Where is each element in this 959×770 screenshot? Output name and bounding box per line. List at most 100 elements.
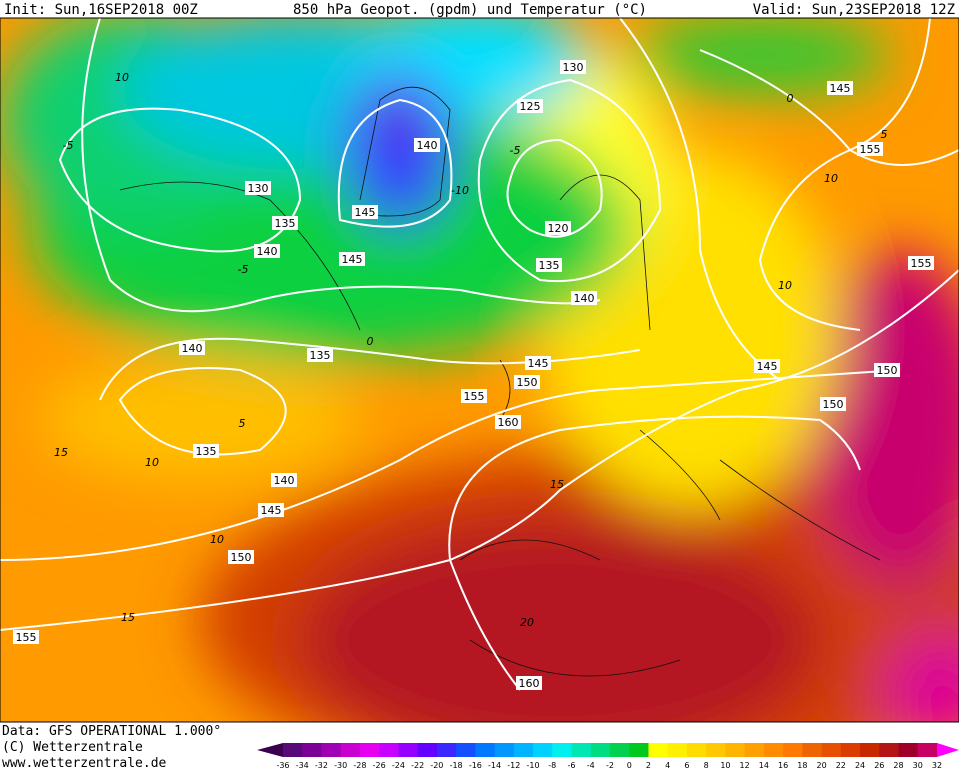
- contour-label-box: [495, 415, 521, 429]
- website: www.wetterzentrale.de: [2, 756, 167, 770]
- colorbar-swatch: [879, 743, 900, 757]
- colorbar-swatch: [571, 743, 592, 757]
- contour-label-box: [536, 258, 562, 272]
- contour-label-box: [516, 676, 542, 690]
- colorbar-swatch: [359, 743, 380, 757]
- map-frame: [0, 17, 959, 723]
- geopotential-label: 145: [830, 82, 851, 95]
- contour-label-box: [908, 256, 934, 270]
- colorbar-swatch: [302, 743, 322, 757]
- geopotential-label: 140: [257, 245, 278, 258]
- temperature-label: 10: [210, 533, 224, 546]
- colorbar-swatch: [917, 743, 938, 757]
- colorbar-label: -28: [353, 761, 366, 770]
- colorbar-label: -16: [469, 761, 482, 770]
- geopotential-label: 155: [464, 390, 485, 403]
- contour-label-box: [228, 550, 254, 564]
- contour-label-box: [272, 216, 298, 230]
- colorbar-label: 4: [665, 761, 670, 770]
- contour-label-box: [258, 503, 284, 517]
- colorbar-swatch: [475, 743, 496, 757]
- colorbar-swatch: [648, 743, 669, 757]
- colorbar-swatch: [610, 743, 630, 757]
- data-source: Data: GFS OPERATIONAL 1.000°: [2, 724, 221, 739]
- colorbar-label: 8: [704, 761, 709, 770]
- temperature-label: 15: [121, 611, 135, 624]
- colorbar-label: -18: [450, 761, 463, 770]
- contour-label-box: [245, 181, 271, 195]
- colorbar-swatch: [783, 743, 803, 757]
- colorbar-label: -30: [334, 761, 347, 770]
- colorbar-label: 16: [778, 761, 788, 770]
- temperature-label: 15: [54, 446, 68, 459]
- colorbar-swatch: [802, 743, 823, 757]
- temperature-label: 10: [824, 172, 838, 185]
- contour-label-box: [857, 142, 883, 156]
- colorbar-label: -36: [276, 761, 289, 770]
- colorbar-swatch: [379, 743, 399, 757]
- geopotential-label: 145: [261, 504, 282, 517]
- colorbar-arrow-left: [257, 743, 283, 757]
- colorbar-label: 12: [740, 761, 750, 770]
- colorbar-swatch: [513, 743, 534, 757]
- colorbar-swatch: [340, 743, 361, 757]
- contour-label-box: [254, 244, 280, 258]
- geopotential-label: 140: [274, 474, 295, 487]
- colorbar-label: 10: [720, 761, 730, 770]
- contour-label-box: [874, 363, 900, 377]
- geopotential-label: 130: [563, 61, 584, 74]
- geopotential-label: 135: [275, 217, 296, 230]
- colorbar-swatch: [667, 743, 688, 757]
- colorbar-label: 24: [855, 761, 865, 770]
- temperature-label: 15: [550, 478, 564, 491]
- colorbar-swatch: [898, 743, 919, 757]
- contour-label-box: [307, 348, 333, 362]
- temperature-label: -5: [238, 263, 249, 276]
- geopotential-label: 160: [498, 416, 519, 429]
- geopotential-label: 145: [355, 206, 376, 219]
- colorbar-label: -24: [392, 761, 405, 770]
- geopotential-label: 145: [528, 357, 549, 370]
- contour-label-box: [352, 205, 378, 219]
- geopotential-label: 140: [574, 292, 595, 305]
- geopotential-label: 155: [911, 257, 932, 270]
- temperature-label: 10: [778, 279, 792, 292]
- contour-label-box: [545, 221, 571, 235]
- colorbar-swatch: [744, 743, 765, 757]
- geopotential-label: 155: [16, 631, 37, 644]
- colorbar-label: 20: [816, 761, 826, 770]
- colorbar-label: -20: [430, 761, 443, 770]
- colorbar-swatch: [860, 743, 880, 757]
- contour-label-box: [13, 630, 39, 644]
- colorbar-swatch: [552, 743, 573, 757]
- colorbar-label: -22: [411, 761, 424, 770]
- colorbar-label: -10: [527, 761, 540, 770]
- map-title: 850 hPa Geopot. (gpdm) und Temperatur (°…: [293, 2, 647, 18]
- colorbar-swatch: [763, 743, 784, 757]
- colorbar-label: 14: [759, 761, 769, 770]
- geopotential-label: 140: [182, 342, 203, 355]
- colorbar-label: -14: [488, 761, 501, 770]
- temperature-label: 10: [145, 456, 159, 469]
- colorbar-swatch: [436, 743, 457, 757]
- colorbar-label: -6: [568, 761, 576, 770]
- geopotential-label: 150: [517, 376, 538, 389]
- colorbar-label: -26: [373, 761, 386, 770]
- contour-label-box: [754, 359, 780, 373]
- colorbar-label: 32: [932, 761, 942, 770]
- temperature-label: -5: [63, 139, 74, 152]
- contour-label-box: [461, 389, 487, 403]
- colorbar-label: -32: [315, 761, 328, 770]
- geopotential-label: 150: [823, 398, 844, 411]
- colorbar-label: 22: [836, 761, 846, 770]
- geopotential-label: 145: [757, 360, 778, 373]
- temperature-label: 0: [367, 335, 374, 348]
- contour-label-box: [514, 375, 540, 389]
- geopotential-label: 150: [877, 364, 898, 377]
- contour-label-box: [193, 444, 219, 458]
- contour-label-box: [179, 341, 205, 355]
- colorbar-label: -12: [507, 761, 520, 770]
- colorbar-swatch: [417, 743, 438, 757]
- contour-label-box: [414, 138, 440, 152]
